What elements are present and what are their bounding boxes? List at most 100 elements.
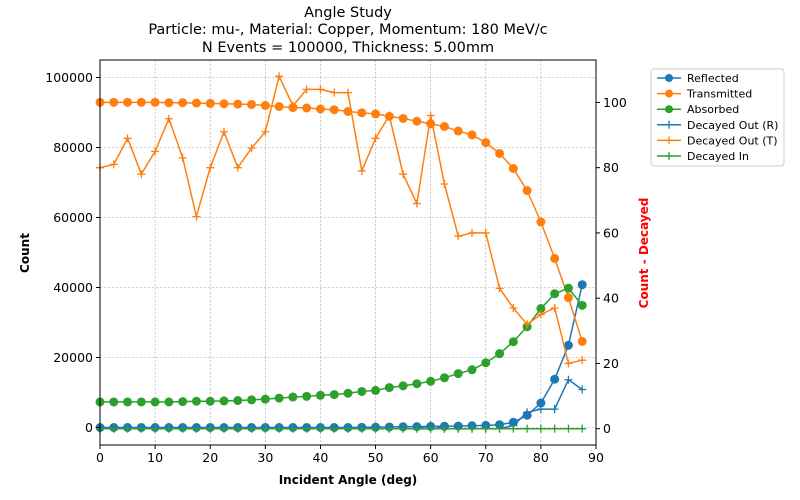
data-point <box>563 340 573 350</box>
data-point <box>357 108 367 118</box>
y-left-tick-label: 100000 <box>45 70 93 85</box>
data-point <box>192 212 201 221</box>
data-point <box>371 109 381 119</box>
y-right-tick-label: 20 <box>603 356 619 371</box>
data-point <box>288 101 297 110</box>
data-point <box>578 356 587 365</box>
y-left-tick-label: 20000 <box>53 350 93 365</box>
data-point <box>233 424 242 433</box>
x-tick-label: 90 <box>588 450 604 465</box>
data-point <box>564 359 573 368</box>
plot-frame <box>99 59 597 446</box>
x-tick-label: 70 <box>478 450 494 465</box>
x-tick-label: 40 <box>312 450 328 465</box>
data-point <box>164 98 174 108</box>
data-point <box>439 373 449 383</box>
data-point <box>136 397 146 407</box>
data-point <box>220 127 228 136</box>
data-point <box>261 424 270 433</box>
data-point <box>564 424 573 433</box>
data-point <box>398 113 408 123</box>
data-point <box>550 374 560 384</box>
legend-marker <box>665 120 673 129</box>
y-axis-left: 0 20000 40000 60000 80000 100000 <box>45 70 100 435</box>
data-point <box>164 397 174 407</box>
data-point <box>578 424 587 433</box>
data-point <box>109 424 118 433</box>
legend-label: Reflected <box>687 72 739 85</box>
data-point <box>550 289 560 299</box>
legend-label: Decayed In <box>687 150 749 163</box>
data-point <box>357 166 366 175</box>
legend-label: Absorbed <box>687 103 739 116</box>
data-point <box>550 303 559 312</box>
data-point <box>206 424 215 433</box>
data-point <box>536 304 546 313</box>
data-point <box>178 397 188 407</box>
data-point <box>508 164 518 173</box>
data-point <box>150 97 160 107</box>
data-point <box>247 395 257 405</box>
legend-marker <box>665 152 673 160</box>
data-point <box>481 228 490 237</box>
y-axis-left-label: Count <box>18 233 32 273</box>
data-point <box>550 253 560 263</box>
data-point <box>536 310 545 319</box>
data-point <box>178 98 188 108</box>
data-point <box>205 396 215 406</box>
legend-label: Transmitted <box>686 88 752 101</box>
x-tick-label: 80 <box>533 450 549 465</box>
data-point <box>206 163 215 172</box>
chart-title-line-3: N Events = 100000, Thickness: 5.00mm <box>202 40 494 56</box>
data-point <box>509 303 518 312</box>
y-axis-right-label: Count - Decayed <box>637 198 651 309</box>
data-point <box>150 397 160 407</box>
data-point <box>137 170 146 179</box>
data-point <box>522 186 532 196</box>
data-point <box>371 385 381 395</box>
y-axis-right: 0 20 40 60 80 100 <box>596 95 627 436</box>
data-point <box>371 424 380 433</box>
data-point <box>164 424 173 433</box>
data-point <box>412 199 421 208</box>
data-point <box>329 105 339 115</box>
data-point <box>412 379 422 389</box>
data-point <box>481 358 491 368</box>
legend-entry: Reflected <box>657 72 739 85</box>
data-point <box>536 405 545 414</box>
data-point <box>399 424 408 433</box>
data-point <box>550 405 559 414</box>
data-point <box>577 336 587 346</box>
legend-box <box>650 68 785 167</box>
data-point <box>274 102 284 112</box>
data-point <box>495 284 504 293</box>
data-point <box>329 390 339 400</box>
data-point <box>454 424 463 433</box>
data-point <box>385 111 394 120</box>
series-line <box>99 74 583 365</box>
data-point <box>260 101 270 110</box>
series-reflected <box>95 280 587 432</box>
data-point <box>330 424 339 433</box>
data-point <box>536 398 546 408</box>
legend-label: Decayed Out (T) <box>687 134 778 147</box>
data-point <box>563 293 573 303</box>
data-point <box>495 148 505 158</box>
legend-marker <box>665 136 673 145</box>
data-point <box>412 424 421 433</box>
data-point <box>302 103 312 113</box>
data-point <box>453 369 463 379</box>
legend-label: Decayed Out (R) <box>687 119 778 132</box>
data-point <box>508 337 518 347</box>
y-right-tick-label: 40 <box>603 291 619 306</box>
data-point <box>275 72 284 81</box>
data-point <box>192 424 201 433</box>
y-right-tick-label: 60 <box>603 225 619 240</box>
x-tick-label: 20 <box>202 450 218 465</box>
data-point <box>453 126 463 136</box>
data-point <box>191 98 201 108</box>
x-tick-label: 60 <box>423 450 439 465</box>
data-point <box>178 153 187 162</box>
data-point <box>191 396 201 406</box>
data-point <box>523 320 532 329</box>
